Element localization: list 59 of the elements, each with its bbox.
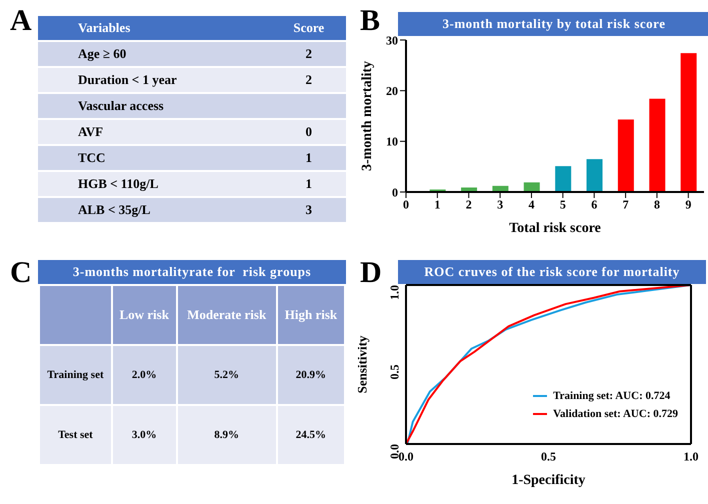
x-axis-title: Total risk score <box>509 221 601 236</box>
category-label: TCC <box>38 145 272 171</box>
y-tick-label: 10 <box>386 134 398 149</box>
y-tick-label: 0 <box>392 185 398 200</box>
x-tick-label: 6 <box>591 198 598 212</box>
x-axis-title: 1-Specificity <box>512 473 586 488</box>
bar <box>649 98 666 192</box>
data-label: 8.9% <box>176 405 277 465</box>
text: Variables <box>38 16 272 41</box>
category-label: Moderate risk <box>176 285 277 345</box>
x-tick-label: 3 <box>497 198 504 212</box>
chart-title: 3-month mortality by total risk score <box>398 12 708 36</box>
x-tick-label: 7 <box>622 198 629 212</box>
category-label: High risk <box>276 285 345 345</box>
x-tick-label: 1.0 <box>684 450 698 464</box>
data-label: 20.9% <box>276 345 345 405</box>
y-tick-label: 1.0 <box>387 285 402 300</box>
data-label: 3.0% <box>112 405 176 465</box>
category-label: ALB < 35g/L <box>38 197 272 223</box>
x-tick-label: 4 <box>528 198 534 212</box>
data-label: 0 <box>272 119 346 145</box>
category-label: Age ≥ 60 <box>38 41 272 67</box>
text: 3-months mortalityrate for risk groups <box>38 260 346 284</box>
chart-title: ROC cruves of the risk score for mortality <box>398 260 706 284</box>
bar <box>680 53 697 192</box>
x-tick-label: 8 <box>654 198 660 212</box>
bar <box>555 166 572 192</box>
y-axis-title: 3-month mortality <box>360 60 375 172</box>
y-tick-label: 30 <box>386 33 398 48</box>
data-label: 2.0% <box>112 345 176 405</box>
data-label: 2 <box>272 41 346 67</box>
x-tick-label: 0.0 <box>398 450 414 464</box>
category-label: HGB < 110g/L <box>38 171 272 197</box>
data-label: 5.2% <box>176 345 277 405</box>
legend-label: Training set: AUC: 0.724 <box>553 390 670 402</box>
x-tick-label: 2 <box>466 198 472 212</box>
series-label: Test set <box>39 405 112 465</box>
bar <box>586 159 603 192</box>
category-label: Vascular access <box>38 93 272 119</box>
text: A <box>10 4 32 38</box>
data-label: 1 <box>272 145 346 171</box>
category-label: AVF <box>38 119 272 145</box>
category-label: Duration < 1 year <box>38 67 272 93</box>
category-label: Low risk <box>112 285 176 345</box>
text: D <box>360 256 382 290</box>
y-tick-label: 0.5 <box>387 364 402 380</box>
bar <box>618 120 634 192</box>
text: C <box>10 256 32 290</box>
y-tick-label: 20 <box>386 84 398 98</box>
data-label: 2 <box>272 67 346 93</box>
x-tick-label: 9 <box>685 198 692 212</box>
x-tick-label: 1 <box>434 198 440 212</box>
series-label: Training set <box>39 345 112 405</box>
text: Score <box>272 16 346 41</box>
data-label: 24.5% <box>276 405 345 465</box>
legend-label: Validation set: AUC: 0.729 <box>553 408 678 420</box>
text: B <box>360 4 380 38</box>
x-tick-label: 5 <box>560 198 566 212</box>
x-tick-label: 0.5 <box>541 450 556 464</box>
